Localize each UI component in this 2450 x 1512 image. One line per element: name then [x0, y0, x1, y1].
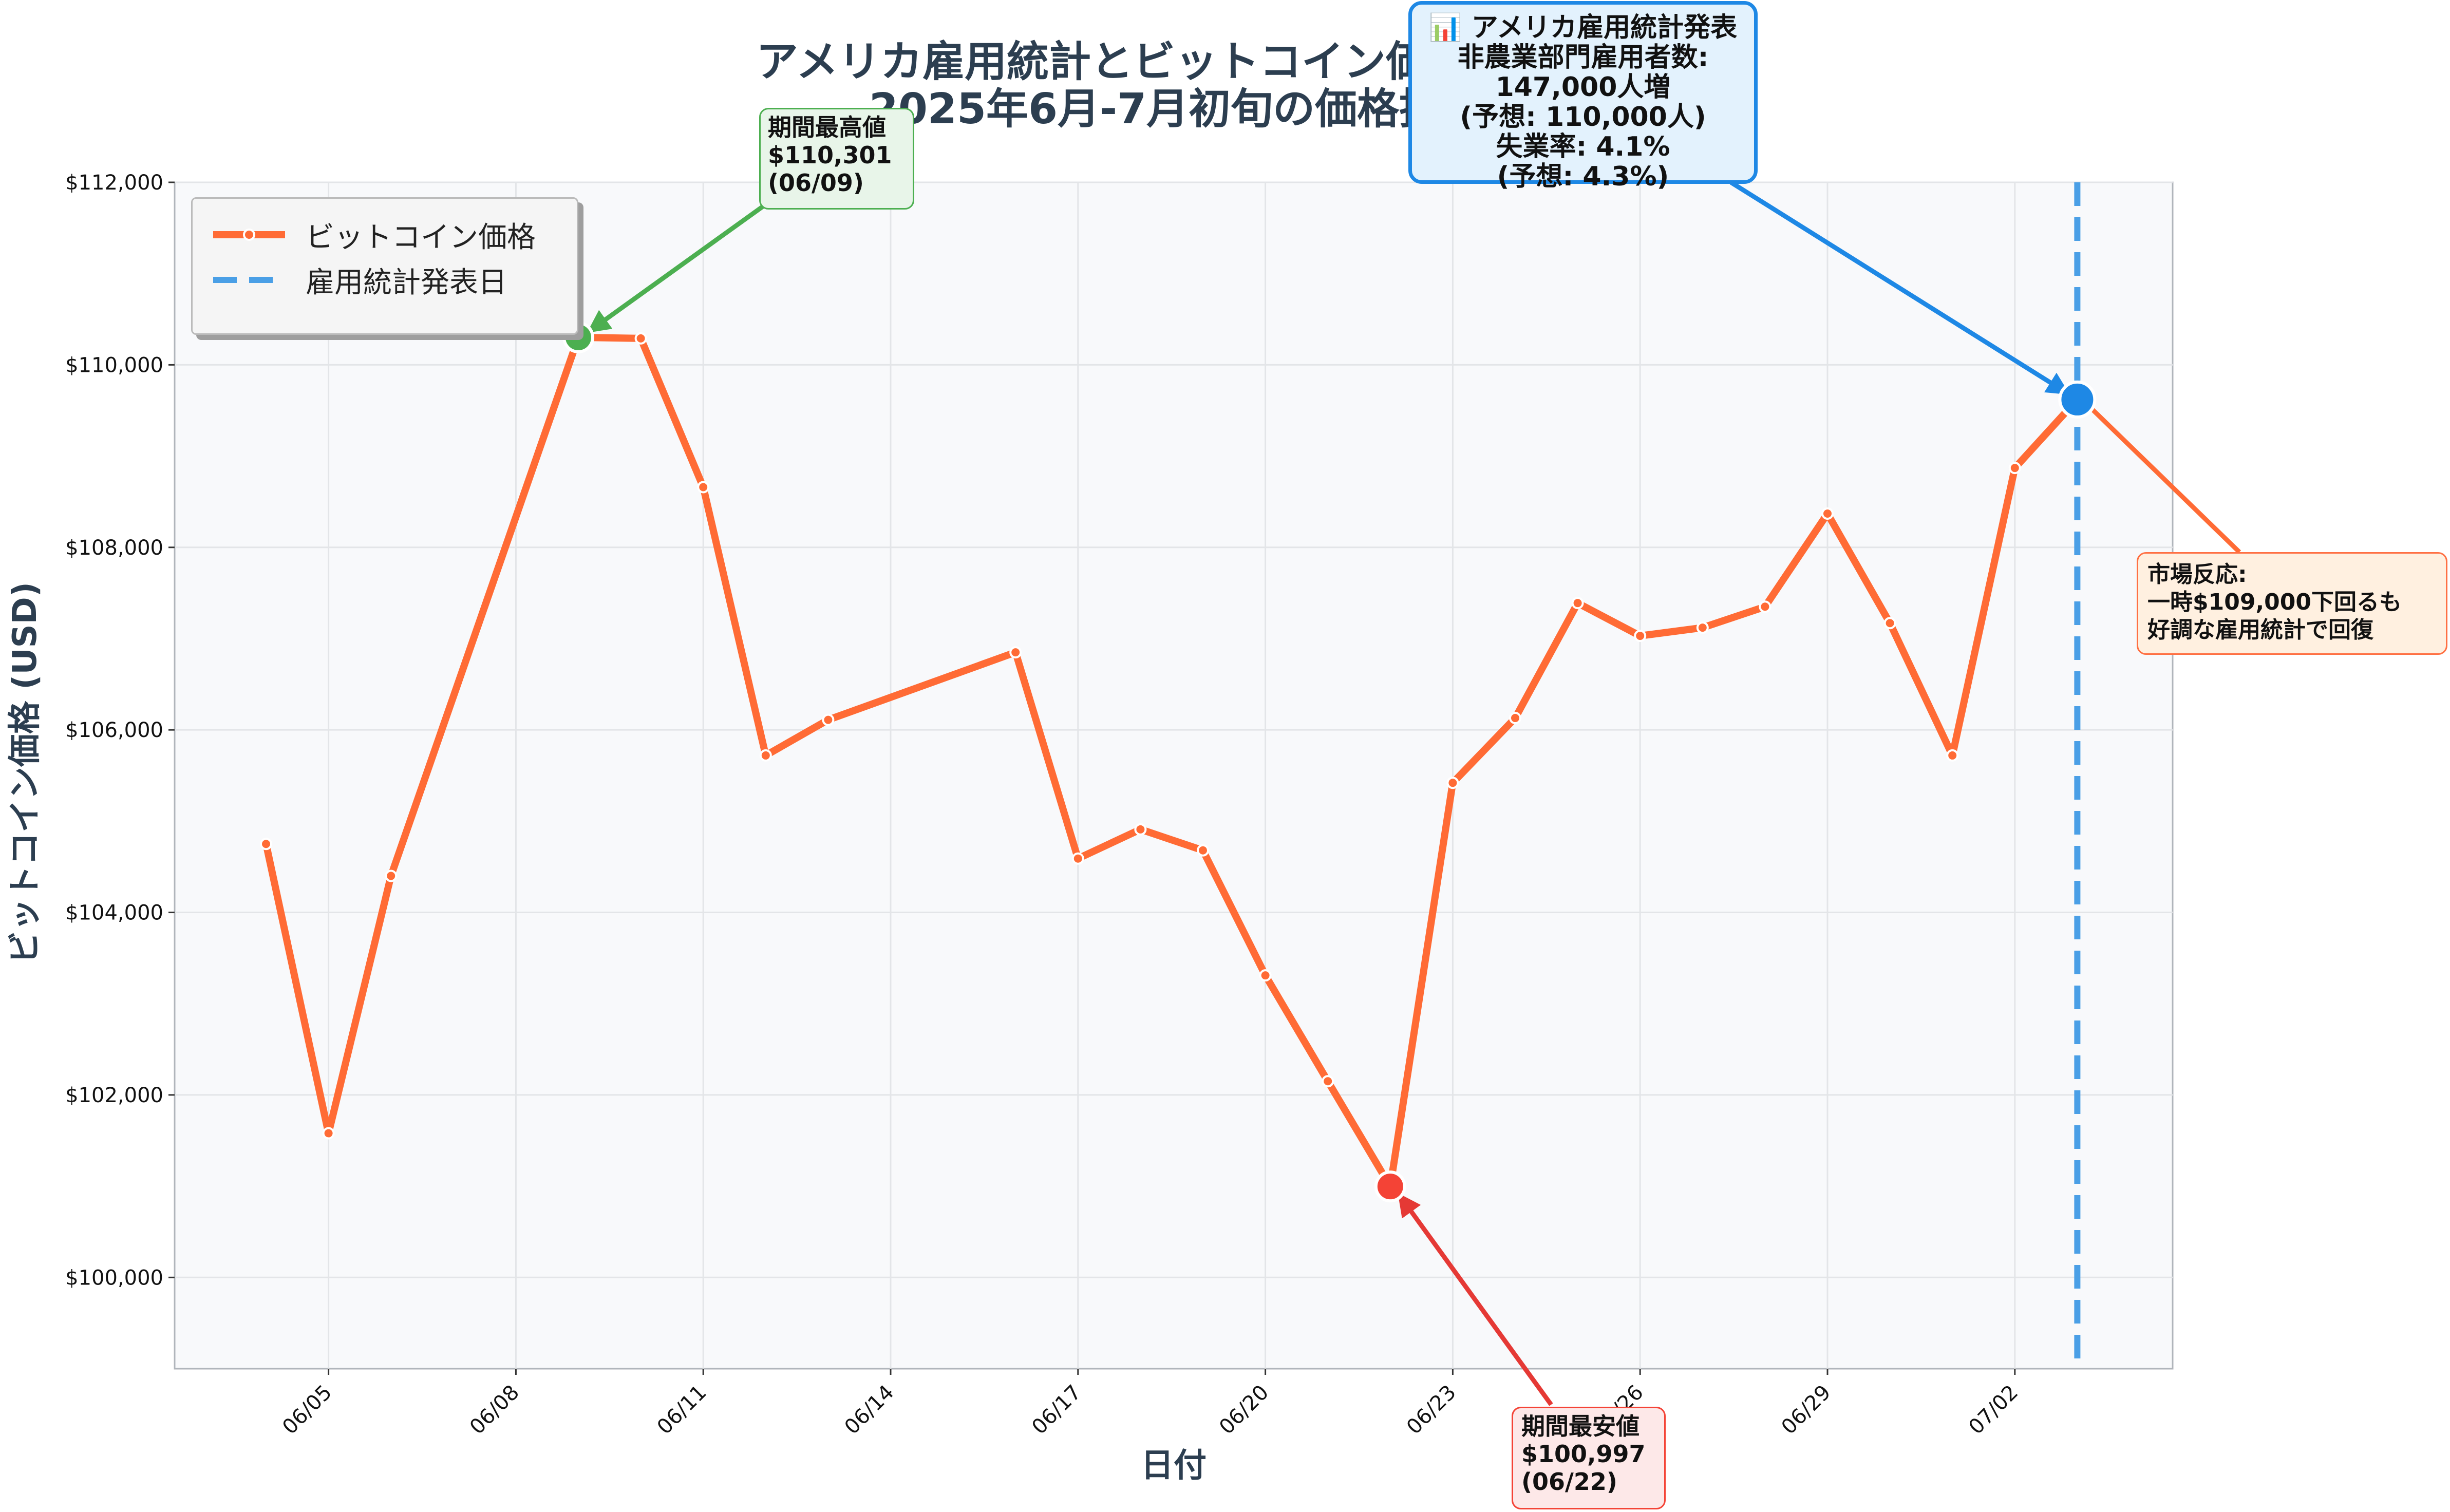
annotation-period-high: 期間最高値 $110,301 (06/09) [759, 108, 914, 210]
y-tick-label: $110,000 [65, 353, 163, 377]
x-tick-label: 06/17 [1027, 1381, 1086, 1439]
y-tick-label: $112,000 [65, 171, 163, 195]
price-point [1071, 852, 1084, 865]
x-tick-label: 06/11 [653, 1381, 711, 1439]
y-axis-label: ビットコイン価格 (USD) [6, 582, 44, 964]
price-point [697, 481, 710, 494]
price-point [1009, 646, 1022, 659]
price-point [1259, 969, 1272, 982]
x-tick-label: 06/23 [1402, 1381, 1461, 1439]
plot-area [174, 181, 2174, 1370]
price-point [1134, 823, 1147, 836]
x-axis: 06/0506/0806/1106/1406/1706/2006/2306/26… [278, 1369, 2023, 1439]
chart-title-line-2: 2025年6月-7月初旬の価格推移 [869, 85, 1483, 134]
price-point [260, 838, 272, 850]
price-point [1946, 749, 1959, 762]
grid [175, 181, 2173, 1369]
y-tick-label: $108,000 [65, 536, 163, 560]
price-point [1634, 630, 1647, 642]
x-tick-label: 06/14 [840, 1381, 899, 1439]
price-point [822, 713, 835, 726]
reaction-arrow [2091, 408, 2241, 554]
price-point [1509, 712, 1521, 725]
price-line [262, 333, 2081, 1190]
legend: ビットコイン価格 雇用統計発表日 [191, 197, 578, 335]
price-point [759, 749, 772, 762]
price-point [1821, 507, 1834, 520]
y-tick-label: $104,000 [65, 901, 163, 925]
price-point [634, 332, 647, 345]
price-point [1322, 1075, 1334, 1088]
annotation-arrows [587, 180, 2241, 1406]
low-point [1374, 1170, 1406, 1203]
release-arrow [1729, 180, 2070, 395]
price-point [1446, 777, 1459, 789]
price-point [1759, 600, 1771, 613]
legend-label-release: 雇用統計発表日 [306, 266, 507, 299]
x-tick-label: 07/02 [1964, 1381, 2023, 1439]
x-axis-label: 日付 [1141, 1447, 1207, 1485]
high-arrow [587, 203, 766, 333]
legend-swatch-price [213, 229, 285, 241]
release-point [2058, 380, 2097, 419]
highlight-markers [562, 321, 2097, 1203]
price-point [1197, 844, 1209, 857]
legend-label-price: ビットコイン価格 [306, 220, 536, 254]
y-axis: $100,000 $102,000 $104,000 $106,000 $108,000… [65, 171, 175, 1290]
price-point [322, 1127, 335, 1140]
annotation-jobs-report: 📊 アメリカ雇用統計発表 非農業部門雇用者数: 147,000人増 (予想: 1… [1408, 1, 1758, 192]
legend-swatch-release [213, 277, 285, 283]
x-tick-label: 06/08 [465, 1381, 524, 1439]
price-point [2008, 462, 2021, 475]
y-tick-label: $102,000 [65, 1084, 163, 1107]
y-tick-label: $106,000 [65, 719, 163, 742]
price-point [1696, 621, 1709, 634]
legend-item-release: 雇用統計発表日 [213, 259, 507, 300]
x-tick-label: 06/20 [1215, 1381, 1273, 1439]
x-tick-label: 06/05 [278, 1381, 336, 1439]
x-tick-label: 06/29 [1777, 1381, 1836, 1439]
annotation-period-low: 期間最安値 $100,997 (06/22) [1512, 1407, 1666, 1509]
annotation-market-reaction: 市場反応: 一時$109,000下回るも 好調な雇用統計で回復 [2137, 552, 2447, 655]
price-point [1571, 597, 1584, 610]
series-layer [260, 331, 2084, 1193]
price-point [385, 870, 398, 882]
low-arrow [1398, 1193, 1553, 1406]
y-tick-label: $100,000 [65, 1266, 163, 1290]
legend-item-price: ビットコイン価格 [213, 214, 536, 255]
price-point [1883, 617, 1896, 630]
